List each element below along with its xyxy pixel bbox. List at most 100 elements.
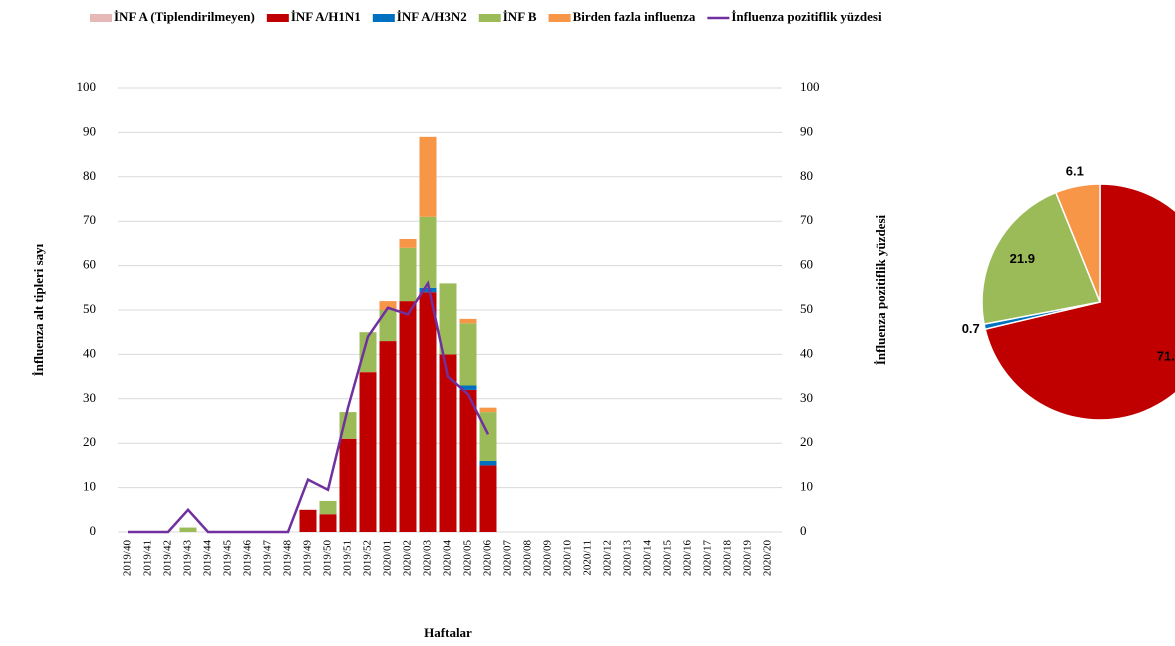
x-axis-label: Haftalar (424, 625, 472, 640)
y-tick-label: 30 (83, 390, 96, 405)
x-tick-label: 2019/51 (342, 540, 354, 576)
x-tick-label: 2019/47 (262, 540, 274, 577)
x-tick-label: 2020/13 (622, 540, 634, 577)
pie-label: 0.7 (962, 321, 980, 336)
bar (419, 136, 437, 217)
x-tick-label: 2020/16 (682, 540, 694, 577)
x-tick-label: 2020/05 (462, 540, 474, 577)
y2-tick-label: 10 (800, 479, 813, 494)
bar (459, 385, 477, 390)
y-tick-label: 0 (90, 523, 97, 538)
x-tick-label: 2020/03 (422, 540, 434, 577)
y2-tick-label: 70 (800, 212, 813, 227)
pie-label: 6.1 (1066, 164, 1084, 179)
x-tick-label: 2019/41 (142, 540, 154, 576)
bar (459, 323, 477, 386)
x-tick-label: 2020/02 (402, 540, 414, 576)
y2-axis-label: İnfluenza pozitiflik yüzdesi (873, 215, 888, 366)
y-tick-label: 100 (77, 79, 97, 94)
y-tick-label: 40 (83, 345, 96, 360)
y2-tick-label: 50 (800, 301, 813, 316)
y-tick-label: 50 (83, 301, 96, 316)
x-tick-label: 2019/48 (282, 540, 294, 577)
bar (319, 514, 337, 532)
legend-swatch (266, 14, 289, 22)
bar (319, 500, 337, 515)
x-tick-label: 2020/18 (722, 540, 734, 577)
bar (399, 301, 417, 532)
y-tick-label: 80 (83, 168, 96, 183)
legend-label: İNF A (Tiplendirilmeyen) (114, 9, 255, 24)
x-tick-label: 2020/20 (762, 540, 774, 577)
bar (479, 465, 497, 532)
bar (439, 354, 457, 532)
bar (399, 238, 417, 248)
y-tick-label: 20 (83, 434, 96, 449)
y2-tick-label: 80 (800, 168, 813, 183)
y2-tick-label: 90 (800, 123, 813, 138)
x-tick-label: 2020/17 (702, 540, 714, 577)
x-tick-label: 2019/43 (182, 540, 194, 577)
x-tick-label: 2020/04 (442, 540, 454, 577)
x-tick-label: 2020/19 (742, 540, 754, 577)
x-tick-label: 2020/07 (502, 540, 514, 577)
pie-slice (981, 191, 1102, 325)
legend-swatch (548, 14, 571, 22)
bar (379, 301, 397, 310)
legend-label: İNF B (503, 9, 537, 24)
bar (419, 216, 437, 288)
x-tick-label: 2020/06 (482, 540, 494, 577)
bar (459, 389, 477, 532)
legend-label: Birden fazla influenza (573, 9, 696, 24)
bar (419, 292, 437, 532)
x-tick-label: 2020/11 (582, 540, 594, 576)
bar (459, 318, 477, 324)
y2-tick-label: 40 (800, 345, 813, 360)
bar (359, 372, 377, 532)
bar (359, 332, 377, 373)
y-tick-label: 60 (83, 257, 96, 272)
y-tick-label: 10 (83, 479, 96, 494)
x-tick-label: 2020/09 (542, 540, 554, 577)
x-tick-label: 2019/49 (302, 540, 314, 577)
x-tick-label: 2019/52 (362, 540, 374, 576)
pie-label: 21.9 (1010, 251, 1035, 266)
legend-swatch (478, 14, 501, 22)
y-axis-label: İnfluenza alt tipleri sayı (31, 243, 46, 376)
x-tick-label: 2019/50 (322, 540, 334, 577)
bar (339, 412, 357, 439)
legend-swatch (372, 14, 395, 22)
x-tick-label: 2019/40 (122, 540, 134, 577)
x-tick-label: 2020/12 (602, 540, 614, 576)
legend-label: İNF A/H1N1 (291, 9, 361, 24)
y2-tick-label: 20 (800, 434, 813, 449)
bar (419, 287, 437, 293)
bar (299, 509, 317, 532)
bar (479, 412, 497, 461)
bar (439, 283, 457, 355)
x-tick-label: 2019/42 (162, 540, 174, 576)
y-tick-label: 70 (83, 212, 96, 227)
y2-tick-label: 30 (800, 390, 813, 405)
x-tick-label: 2019/45 (222, 540, 234, 577)
bar (379, 310, 397, 342)
x-tick-label: 2020/15 (662, 540, 674, 577)
x-tick-label: 2020/14 (642, 540, 654, 577)
y2-tick-label: 100 (800, 79, 820, 94)
x-tick-label: 2020/01 (382, 540, 394, 576)
x-tick-label: 2020/08 (522, 540, 534, 577)
y-tick-label: 90 (83, 123, 96, 138)
pie-slice (984, 183, 1175, 421)
bar (379, 341, 397, 532)
legend-swatch (90, 14, 112, 22)
y2-tick-label: 60 (800, 257, 813, 272)
x-tick-label: 2019/44 (202, 540, 214, 577)
bar (399, 247, 417, 302)
pie-label: 71.3 (1157, 348, 1175, 363)
bar (479, 407, 497, 413)
bar (479, 460, 497, 466)
y2-tick-label: 0 (800, 523, 807, 538)
line (128, 280, 490, 534)
legend-label: İnfluenza pozitiflik yüzdesi (731, 9, 882, 24)
